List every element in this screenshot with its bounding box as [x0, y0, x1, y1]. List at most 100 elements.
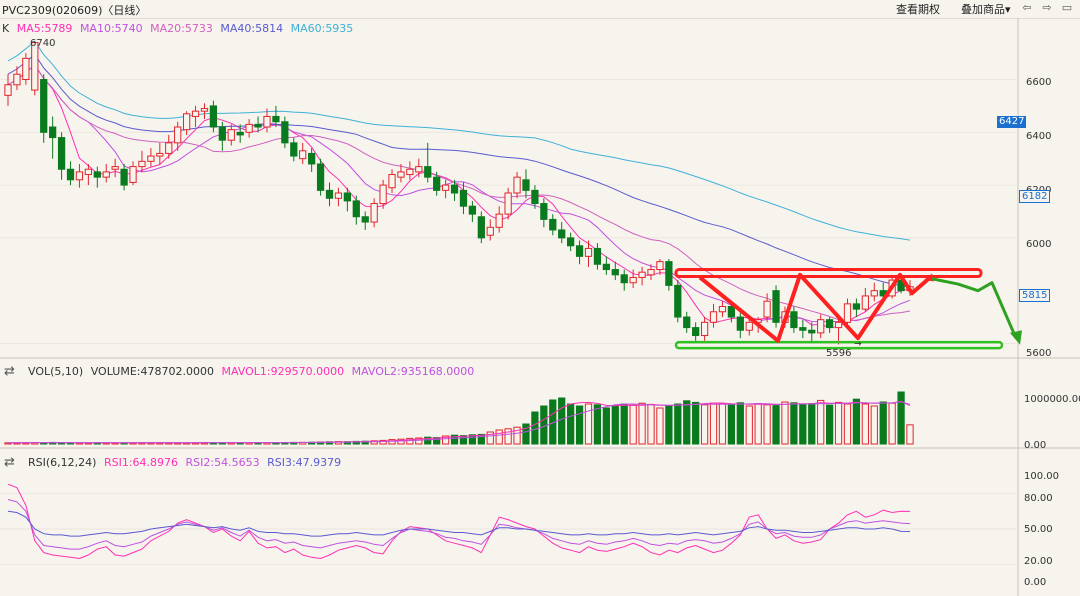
candle-body [75, 171, 84, 181]
back-arrow-icon[interactable]: ⇦ [1022, 1, 1032, 14]
volume-bar [772, 405, 780, 445]
volume-bar [504, 428, 512, 445]
volume-bar [477, 433, 485, 445]
volume-bar [692, 401, 700, 445]
ma5-legend: MA5:5789 [16, 22, 73, 35]
candle-body [745, 321, 753, 331]
candle-body [120, 168, 128, 186]
candle-body [49, 126, 57, 139]
forward-arrow-icon[interactable]: ⇨ [1042, 1, 1052, 14]
candle-body [834, 321, 843, 329]
candle-body [200, 108, 209, 112]
ma5-line [7, 64, 911, 329]
rsi3-line [7, 510, 911, 537]
rsi-legend-rsi2: RSI2:54.5653 [185, 456, 260, 469]
candle-body [665, 261, 673, 286]
candle-body [441, 184, 450, 191]
volume-bar [620, 403, 628, 445]
swap-indicator-icon[interactable]: ⇄ [4, 364, 15, 379]
candle-body [236, 131, 244, 136]
volume-bar [861, 403, 869, 445]
volume-bar [441, 435, 450, 445]
candle-body [558, 229, 566, 239]
candle-body [433, 176, 441, 191]
window-restore-icon[interactable]: ▭ [1061, 1, 1073, 14]
resistance-line [674, 268, 983, 279]
candle-body [325, 189, 334, 199]
candle-body [683, 316, 691, 329]
candle-body [272, 115, 280, 123]
candle-body [861, 295, 869, 310]
candle-body [245, 123, 253, 133]
candle-body [263, 115, 271, 128]
candle-body [290, 142, 298, 157]
ma60-legend: MA60:5935 [290, 22, 354, 35]
candle-body [629, 276, 637, 284]
candle-body [165, 142, 173, 154]
ma20-legend: MA20:5733 [150, 22, 213, 35]
view-options-button[interactable]: 查看期权 [896, 3, 940, 16]
candle-body [352, 200, 360, 218]
price-tag-5815: 5815 [1019, 289, 1051, 302]
candle-body [870, 290, 878, 297]
candle-body [495, 213, 503, 228]
rsi-y-tick-0: 0.00 [1024, 577, 1047, 588]
candle-body [254, 123, 262, 128]
candle-body [397, 171, 405, 178]
candle-body [406, 168, 414, 176]
volume-bar [638, 402, 646, 445]
volume-bar [709, 402, 718, 445]
volume-bar [852, 398, 861, 445]
candle-body [656, 261, 664, 271]
candle-body [504, 192, 512, 215]
y-tick-5600: 5600 [1026, 348, 1052, 359]
candle-body [129, 166, 137, 183]
vol-y-tick-1m: 1000000.00 [1024, 394, 1080, 405]
overlay-commodity-button[interactable]: 叠加商品▾ [961, 3, 1011, 16]
candle-body [191, 110, 200, 117]
candle-body [22, 57, 30, 81]
swap-indicator-icon-2[interactable]: ⇄ [4, 455, 15, 470]
rsi-legend-name: RSI(6,12,24) [28, 456, 97, 469]
volume-bar [825, 404, 834, 445]
candle-body [468, 205, 477, 215]
vol-legend-mavol2: MAVOL2:935168.0000 [351, 365, 475, 378]
candle-body [799, 327, 807, 331]
volume-bar [450, 434, 459, 445]
candle-body [343, 192, 351, 202]
rsi-y-tick-100: 100.00 [1024, 471, 1059, 482]
candle-body [13, 73, 21, 86]
chart-canvas[interactable]: → [0, 18, 1080, 596]
volume-bar [745, 405, 753, 445]
candle-body [93, 171, 101, 178]
candle-body [57, 137, 66, 170]
candle-body [575, 245, 584, 257]
volume-bar [843, 403, 852, 445]
rsi2-line [7, 499, 911, 550]
candle-body [111, 166, 119, 170]
candle-body [66, 168, 75, 181]
candle-body [852, 303, 861, 310]
volume-bar [424, 436, 432, 445]
ma10-legend: MA10:5740 [79, 22, 143, 35]
candle-body [808, 329, 816, 334]
candle-body [611, 269, 619, 276]
candle-body [31, 42, 39, 91]
candle-body [674, 284, 682, 318]
candle-body [477, 216, 485, 239]
candle-body [843, 303, 852, 323]
candle-body [718, 305, 727, 313]
candle-body [379, 184, 387, 205]
volume-bar [888, 402, 896, 445]
volume-legend: VOL(5,10) VOLUME:478702.0000 MAVOL1:9295… [28, 365, 478, 378]
candle-body [567, 237, 575, 247]
candle-body [334, 192, 343, 199]
volume-bar [879, 401, 887, 445]
candle-body [308, 152, 316, 165]
candle-body [174, 126, 182, 144]
candle-body [209, 105, 218, 128]
candle-body [299, 150, 307, 160]
candle-body [370, 203, 378, 223]
green-arrowhead [1010, 330, 1022, 345]
vol-legend-volume: VOLUME:478702.0000 [90, 365, 214, 378]
